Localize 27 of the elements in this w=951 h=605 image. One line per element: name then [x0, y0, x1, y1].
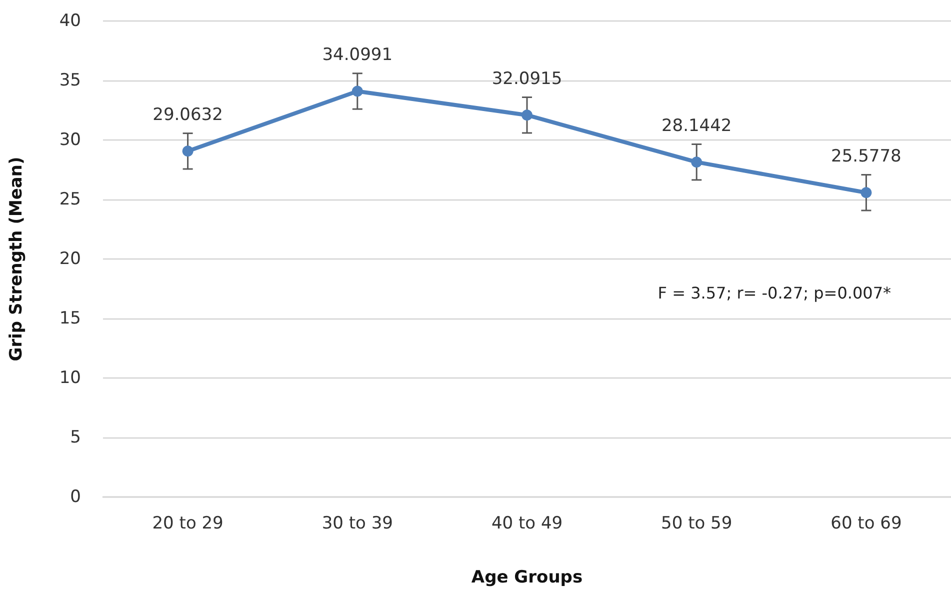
y-tick-label: 30	[59, 130, 81, 150]
data-label: 25.5778	[831, 146, 902, 167]
y-axis-title: Grip Strength (Mean)	[6, 156, 26, 362]
x-tick-label: 40 to 49	[491, 514, 563, 534]
y-tick-label: 10	[59, 368, 81, 388]
data-label: 34.0991	[322, 45, 393, 66]
x-tick-label: 50 to 59	[661, 514, 732, 534]
y-tick-label: 5	[70, 428, 81, 448]
x-axis-title: Age Groups	[471, 568, 583, 588]
x-tick-label: 20 to 29	[152, 514, 224, 534]
point	[691, 156, 702, 168]
y-tick-label: 0	[70, 487, 81, 507]
point	[352, 86, 363, 97]
x-tick-label: 60 to 69	[830, 514, 902, 534]
y-tick-label: 20	[59, 249, 81, 269]
y-tick-label: 35	[59, 70, 81, 90]
data-label: 28.1442	[661, 116, 732, 136]
y-tick-label: 40	[59, 11, 81, 31]
point	[860, 187, 872, 198]
annotation: F = 3.57; r= -0.27; p=0.007*	[658, 284, 892, 302]
y-tick-label: 25	[59, 190, 81, 210]
y-tick-label: 15	[59, 308, 81, 328]
data-label: 29.0632	[152, 105, 223, 126]
point	[522, 110, 532, 121]
point	[182, 146, 194, 157]
data-label: 32.0915	[492, 69, 562, 90]
x-tick-label: 30 to 39	[322, 514, 393, 534]
